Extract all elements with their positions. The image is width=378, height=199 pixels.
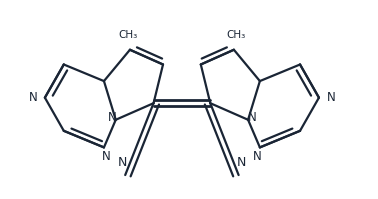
Text: N: N <box>326 91 335 104</box>
Text: N: N <box>236 156 246 169</box>
Text: N: N <box>118 156 127 169</box>
Text: N: N <box>29 91 37 104</box>
Text: CH₃: CH₃ <box>118 30 137 40</box>
Text: CH₃: CH₃ <box>227 30 246 40</box>
Text: N: N <box>253 150 262 163</box>
Text: N: N <box>102 150 111 163</box>
Text: N: N <box>248 111 256 124</box>
Text: N: N <box>108 111 116 124</box>
